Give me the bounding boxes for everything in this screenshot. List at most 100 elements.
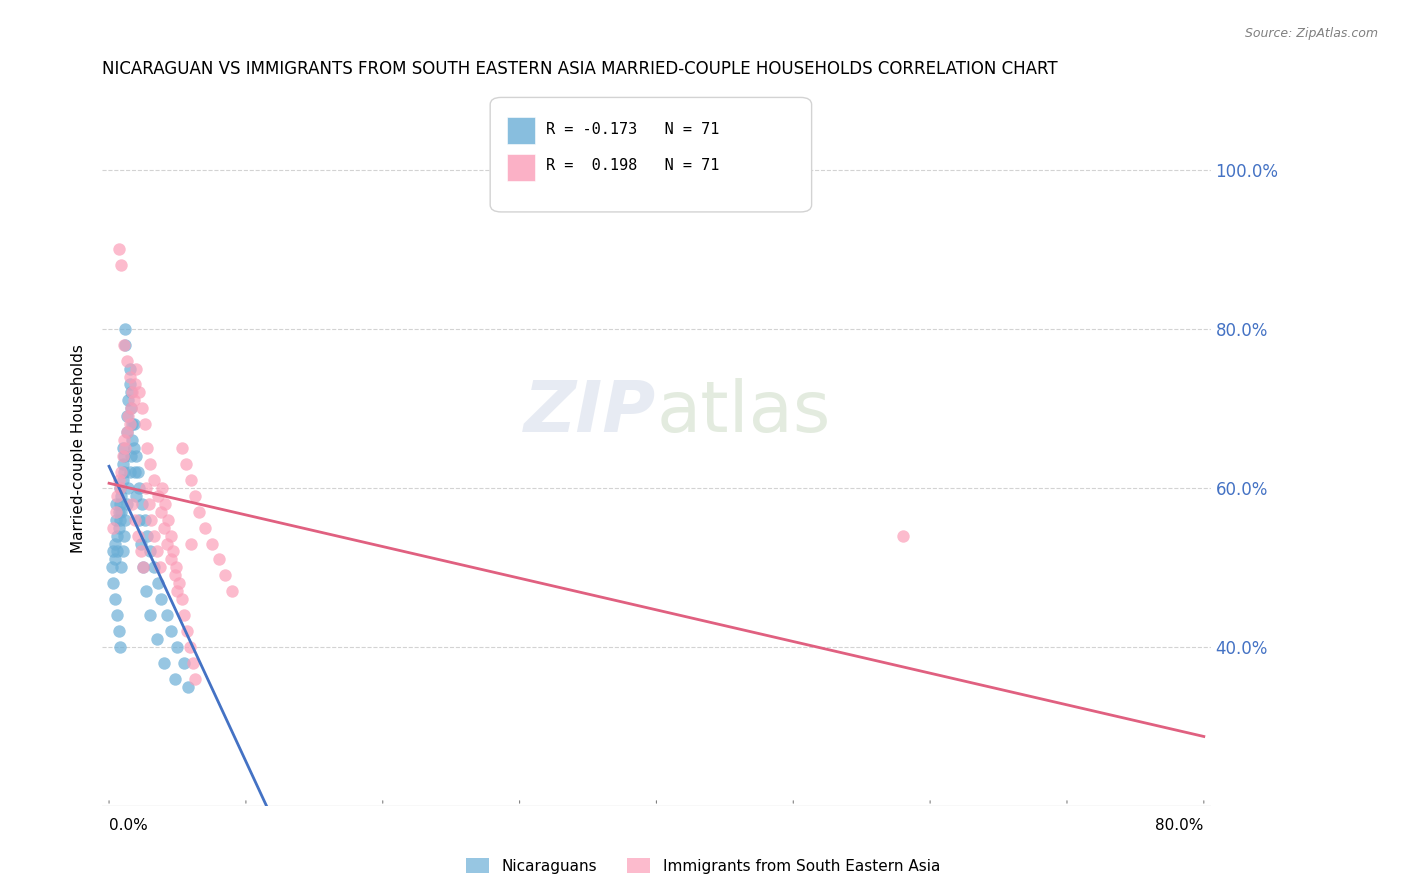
- Point: [118, 377, 141, 392]
- Point: [180, 473, 202, 487]
- Point: [201, 536, 224, 550]
- Point: [118, 465, 141, 479]
- Point: [131, 497, 153, 511]
- Point: [124, 377, 146, 392]
- Point: [131, 401, 153, 416]
- Point: [111, 449, 134, 463]
- Point: [122, 417, 145, 432]
- Point: [174, 457, 197, 471]
- Point: [120, 449, 142, 463]
- FancyBboxPatch shape: [506, 154, 534, 181]
- Point: [101, 521, 124, 535]
- Text: 0.0%: 0.0%: [110, 818, 148, 833]
- Point: [110, 258, 132, 272]
- Point: [117, 481, 139, 495]
- Point: [105, 489, 128, 503]
- Point: [110, 489, 132, 503]
- Point: [138, 497, 160, 511]
- Point: [104, 497, 127, 511]
- Point: [108, 481, 131, 495]
- Point: [184, 672, 207, 686]
- Point: [115, 425, 138, 440]
- Point: [179, 640, 201, 654]
- Point: [118, 369, 141, 384]
- Point: [118, 417, 141, 432]
- Point: [117, 409, 139, 424]
- Point: [101, 560, 124, 574]
- Point: [152, 521, 174, 535]
- Point: [134, 417, 156, 432]
- Point: [148, 576, 170, 591]
- Point: [128, 481, 150, 495]
- Point: [163, 672, 186, 686]
- Point: [184, 489, 207, 503]
- Point: [108, 497, 131, 511]
- Point: [125, 361, 148, 376]
- Point: [148, 489, 170, 503]
- Point: [111, 544, 134, 558]
- Point: [120, 401, 142, 416]
- Point: [150, 592, 173, 607]
- Point: [152, 656, 174, 670]
- Point: [107, 242, 129, 256]
- Point: [135, 584, 157, 599]
- Point: [120, 385, 142, 400]
- Point: [111, 457, 134, 471]
- Point: [108, 640, 131, 654]
- Point: [115, 409, 138, 424]
- Point: [118, 361, 141, 376]
- Point: [110, 560, 132, 574]
- Text: Source: ZipAtlas.com: Source: ZipAtlas.com: [1244, 27, 1378, 40]
- Text: R = -0.173   N = 71: R = -0.173 N = 71: [546, 122, 718, 137]
- Point: [114, 322, 136, 336]
- Y-axis label: Married-couple Households: Married-couple Households: [72, 343, 86, 552]
- Point: [167, 576, 190, 591]
- Point: [122, 441, 145, 455]
- Point: [136, 441, 159, 455]
- Point: [111, 473, 134, 487]
- Point: [153, 497, 176, 511]
- Point: [124, 513, 146, 527]
- Point: [139, 457, 162, 471]
- Point: [112, 337, 135, 351]
- Text: ZIP: ZIP: [524, 378, 657, 447]
- Point: [103, 552, 125, 566]
- Point: [173, 656, 195, 670]
- Point: [177, 680, 200, 694]
- Point: [214, 568, 236, 582]
- Point: [105, 528, 128, 542]
- Point: [170, 441, 193, 455]
- Point: [115, 425, 138, 440]
- Point: [221, 584, 243, 599]
- Point: [115, 353, 138, 368]
- Point: [143, 473, 166, 487]
- Point: [146, 632, 169, 646]
- Point: [141, 513, 163, 527]
- Point: [111, 441, 134, 455]
- Point: [129, 544, 152, 558]
- Point: [120, 401, 142, 416]
- Point: [132, 560, 155, 574]
- Point: [128, 513, 150, 527]
- Point: [107, 624, 129, 638]
- Point: [176, 624, 198, 638]
- Point: [165, 560, 187, 574]
- Point: [112, 465, 135, 479]
- Point: [122, 393, 145, 408]
- Text: NICARAGUAN VS IMMIGRANTS FROM SOUTH EASTERN ASIA MARRIED-COUPLE HOUSEHOLDS CORRE: NICARAGUAN VS IMMIGRANTS FROM SOUTH EAST…: [103, 60, 1057, 78]
- Point: [132, 560, 155, 574]
- Point: [891, 528, 914, 542]
- Point: [159, 624, 181, 638]
- FancyBboxPatch shape: [506, 117, 534, 144]
- Point: [117, 393, 139, 408]
- Point: [170, 592, 193, 607]
- Point: [135, 481, 157, 495]
- Point: [115, 497, 138, 511]
- Text: atlas: atlas: [657, 378, 831, 447]
- Point: [108, 481, 131, 495]
- Point: [105, 544, 128, 558]
- Point: [108, 513, 131, 527]
- Point: [136, 528, 159, 542]
- Point: [114, 337, 136, 351]
- FancyBboxPatch shape: [491, 97, 811, 212]
